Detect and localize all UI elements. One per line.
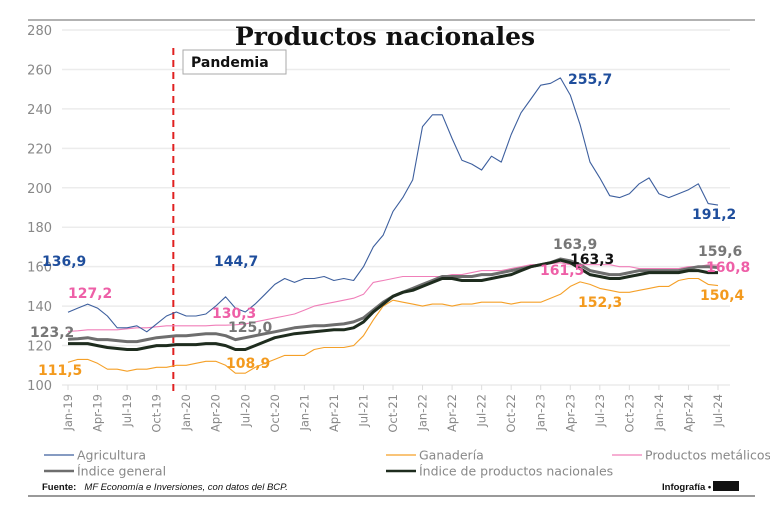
y-tick-label: 120 [27,340,52,355]
legend-label: Ganadería [419,448,484,463]
series-line-0 [67,77,719,333]
data-label: 123,2 [30,325,74,341]
source-note: Fuente: MF Economía e Inversiones, con d… [42,475,288,494]
chart-title: Productos nacionales [235,22,535,51]
data-label: 144,7 [214,254,258,270]
series-line-2 [67,262,719,332]
series-line-1 [67,277,719,374]
data-label: 111,5 [38,363,82,379]
data-label: 127,2 [68,286,112,302]
data-label: 125,0 [228,320,273,336]
data-label: 161,5 [540,263,584,279]
y-tick-label: 260 [27,63,52,78]
x-tick-label: Oct-23 [622,394,636,433]
legend-label: Índice general [77,464,166,479]
x-tick-label: Jul-23 [593,394,607,428]
credit: Infografía • [662,482,712,493]
data-label: 160,8 [706,260,750,276]
x-tick-label: Apr-24 [681,394,695,432]
legend-label: Productos metálicos, máquinarias y equip… [645,448,770,463]
y-tick-label: 220 [27,142,52,157]
x-tick-label: Oct-20 [268,394,282,433]
series-lines [67,77,719,374]
x-tick-label: Apr-22 [445,394,459,432]
x-tick-label: Jul-20 [238,394,252,428]
data-label: 255,7 [568,72,612,88]
x-tick-label: Jul-22 [475,394,489,428]
x-axis: Jan-19 Apr-19 Jul-19 Oct-19 Jan-20 Apr-20 Jul-… [61,385,725,433]
x-tick-label: Jul-21 [356,394,370,428]
x-tick-label: Jan-20 [179,394,193,432]
data-label: 159,6 [698,244,742,260]
data-label: 163,9 [553,237,597,253]
y-tick-label: 100 [27,379,52,394]
data-label: 108,9 [226,356,270,372]
data-label: 191,2 [692,207,736,223]
x-tick-label: Jan-24 [652,394,666,432]
pandemic-label-box: Pandemia [182,49,287,75]
x-tick-label: Jan-22 [416,394,430,432]
data-label: 163,3 [570,252,614,268]
x-tick-label: Jan-21 [297,394,311,432]
series-line-4 [68,258,718,351]
y-tick-label: 200 [27,182,52,197]
y-axis: 100 120 140 160 180 200 220 240 260 280 [27,24,52,394]
abc-logo [713,481,739,491]
x-tick-label: Jan-19 [61,394,75,432]
x-tick-label: Oct-22 [504,394,518,433]
x-tick-label: Apr-19 [91,394,105,432]
x-tick-label: Apr-23 [563,394,577,432]
x-tick-label: Oct-19 [150,394,164,433]
x-tick-label: Apr-20 [209,394,223,432]
x-tick-label: Jan-23 [534,394,548,432]
data-label: 152,3 [578,295,622,311]
footer: Fuente: MF Economía e Inversiones, con d… [28,475,755,497]
x-tick-label: Oct-21 [386,394,400,433]
legend: Agricultura Ganadería Productos metálicos,… [44,448,770,479]
x-tick-label: Apr-21 [327,394,341,432]
data-label: 150,4 [700,288,745,304]
y-tick-label: 160 [27,261,52,276]
data-label: 136,9 [42,254,86,270]
data-label: 130,3 [212,306,256,322]
y-tick-label: 180 [27,221,52,236]
x-tick-label: Jul-19 [120,394,134,428]
pandemic-label: Pandemia [191,55,269,71]
y-tick-label: 280 [27,24,52,39]
x-tick-label: Jul-24 [711,394,725,428]
y-tick-label: 240 [27,103,52,118]
legend-label: Índice de productos nacionales [419,464,613,479]
legend-label: Agricultura [77,448,146,463]
y-tick-label: 140 [27,300,52,315]
